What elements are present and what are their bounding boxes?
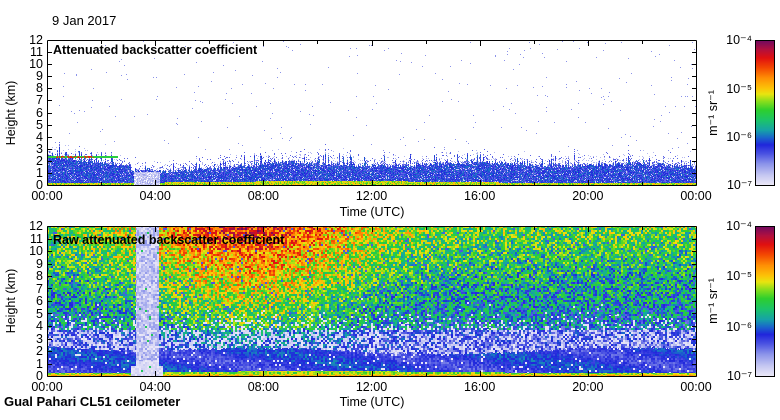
x-axis-label-top: Time (UTC): [339, 205, 405, 219]
y-tick-label: 7: [36, 93, 43, 108]
y-tick-label: 11: [30, 231, 43, 246]
x-tick-label: 12:00: [355, 380, 388, 394]
y-tick-label: 4: [36, 319, 43, 333]
colorbar-tick-label: 10⁻⁵: [726, 269, 752, 284]
x-tick-label: 04:00: [139, 189, 171, 203]
y-tick-label: 12: [29, 219, 43, 233]
x-tick-label: 08:00: [247, 189, 279, 203]
colorbar-tick-label: 10⁻⁵: [726, 81, 752, 96]
colorbar-tick-label: 10⁻⁶: [726, 130, 752, 145]
y-tick-label: 11: [30, 45, 43, 60]
x-tick-label: 00:00: [680, 380, 712, 394]
y-tick-label: 9: [36, 256, 43, 271]
x-tick-label: 00:00: [31, 189, 63, 203]
y-tick-label: 12: [29, 33, 43, 47]
colorbar-bottom: [755, 226, 775, 377]
colorbar-unit-top: m⁻¹ sr⁻¹: [706, 90, 720, 136]
y-tick-label: 0: [36, 178, 43, 192]
y-tick-label: 1: [36, 356, 43, 371]
x-tick-label: 16:00: [464, 380, 496, 394]
date-label: 9 Jan 2017: [52, 13, 117, 28]
y-tick-label: 7: [36, 281, 43, 296]
y-tick-label: 8: [36, 269, 43, 283]
panel-title-raw: Raw attenuated backscatter coefficient: [53, 233, 285, 247]
x-tick-label: 00:00: [680, 189, 712, 203]
x-tick-label: 20:00: [572, 189, 604, 203]
y-tick-label: 5: [36, 306, 43, 321]
y-tick-label: 1: [36, 165, 43, 180]
y-tick-label: 3: [36, 141, 43, 156]
x-tick-label: 04:00: [139, 380, 171, 394]
colorbar-unit-bottom: m⁻¹ sr⁻¹: [706, 278, 720, 324]
attenuated-backscatter-heatmap: [47, 40, 697, 186]
y-tick-label: 2: [36, 153, 43, 168]
raw-backscatter-heatmap: [47, 226, 697, 377]
colorbar-tick-label: 10⁻⁷: [726, 178, 752, 192]
x-tick-label: 20:00: [572, 380, 604, 394]
panel-title-attenuated: Attenuated backscatter coefficient: [53, 43, 258, 57]
x-tick-label: 08:00: [247, 380, 279, 394]
y-tick-label: 9: [36, 69, 43, 84]
y-tick-label: 2: [36, 344, 43, 358]
colorbar-top: [755, 40, 775, 186]
instrument-label: Gual Pahari CL51 ceilometer: [4, 394, 181, 409]
y-tick-label: 4: [36, 129, 43, 144]
x-tick-label: 16:00: [464, 189, 496, 203]
y-tick-label: 8: [36, 81, 43, 96]
colorbar-tick-label: 10⁻⁶: [726, 319, 752, 334]
y-tick-label: 6: [36, 105, 43, 120]
colorbar-tick-label: 10⁻⁴: [726, 219, 752, 233]
colorbar-tick-label: 10⁻⁴: [726, 33, 752, 47]
colorbar-tick-label: 10⁻⁷: [726, 369, 752, 383]
y-tick-label: 10: [29, 244, 43, 258]
x-tick-label: 12:00: [355, 189, 388, 203]
x-tick-label: 00:00: [31, 380, 63, 394]
y-tick-label: 0: [36, 369, 43, 383]
x-axis-label-bottom: Time (UTC): [339, 395, 405, 409]
y-tick-label: 10: [29, 57, 43, 72]
y-tick-label: 6: [36, 294, 43, 308]
y-tick-label: 3: [36, 331, 43, 346]
y-tick-label: 5: [36, 117, 43, 132]
